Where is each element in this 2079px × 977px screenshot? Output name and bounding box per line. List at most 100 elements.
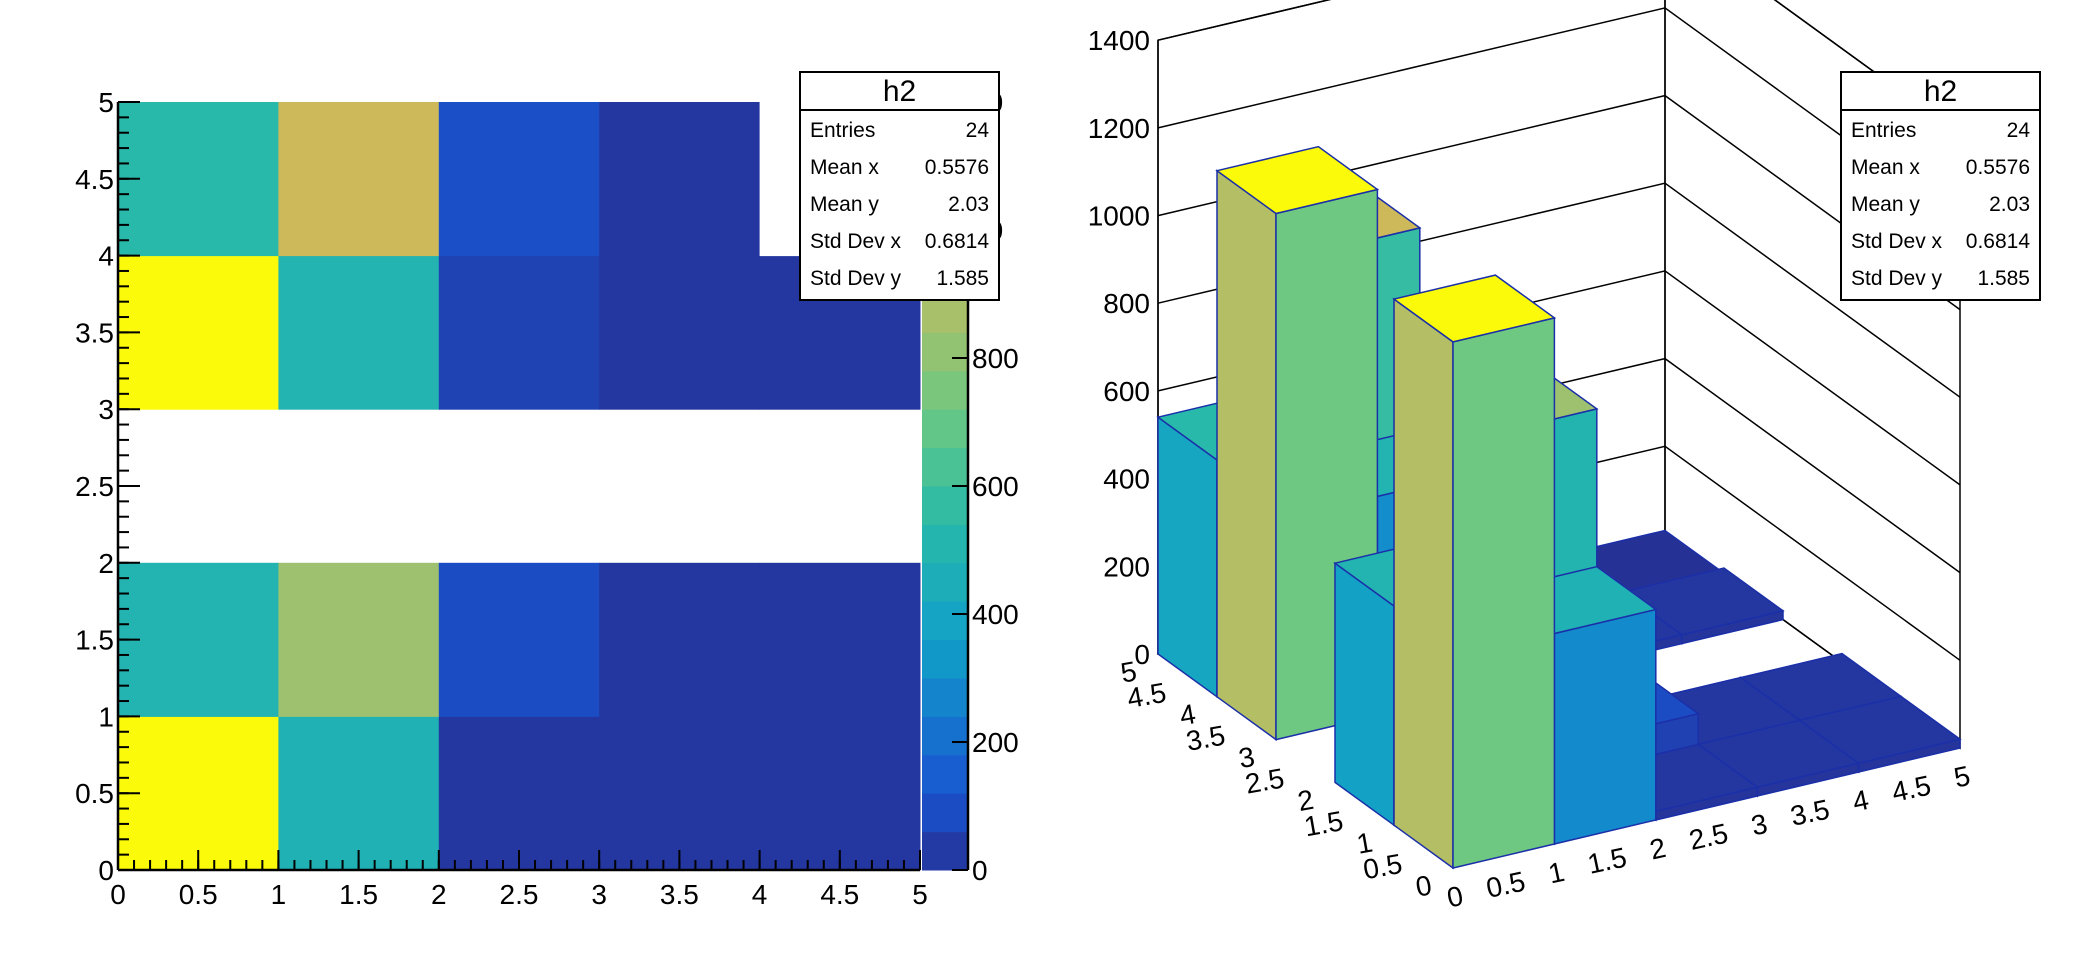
palette-band	[922, 370, 968, 410]
x-tick-label: 1	[271, 879, 287, 910]
bar-side-face	[1157, 415, 1218, 699]
palette-band	[922, 486, 968, 525]
stats-row-value: 0.5576	[1966, 156, 2030, 179]
z-tick-label: 600	[1103, 376, 1150, 407]
stats-row-label: Mean y	[1851, 193, 1920, 216]
x3d-tick-label: 1.5	[1585, 841, 1630, 879]
y-tick-label: 3	[98, 394, 114, 425]
bar-side-face	[1216, 169, 1277, 742]
x-tick-label: 5	[912, 879, 928, 910]
palette-band	[922, 754, 968, 794]
stats-row-value: 2.03	[948, 193, 989, 216]
y3d-tick-label: 1	[1354, 827, 1375, 860]
x3d-tick-label: 2.5	[1686, 817, 1731, 855]
palette-band	[922, 409, 968, 449]
bar-front-face	[1452, 316, 1556, 869]
z-tick-label: 200	[1103, 551, 1150, 582]
palette-band	[922, 332, 968, 372]
heatmap-bin	[118, 255, 279, 410]
y3d-tick-label: 5	[1118, 655, 1139, 688]
y3d-tick-label: 4.5	[1125, 677, 1169, 714]
z-tick-label: 400	[1103, 464, 1150, 495]
y-tick-label: 0	[98, 855, 114, 886]
x-tick-label: 2.5	[500, 879, 539, 910]
stats-row-label: Mean x	[810, 156, 879, 179]
stats-row-label: Mean x	[1851, 156, 1920, 179]
z-tick-label: 1000	[1088, 201, 1150, 232]
heatmap-bin	[438, 562, 600, 717]
stats-row-value: 1.585	[1977, 267, 2030, 290]
palette-tick-label: 200	[972, 727, 1019, 758]
palette-band	[922, 447, 968, 487]
colz-heatmap-panel: 0 0.5 1 1.5 2 2.5 3 3.5 4 4.5 5 0 0.5 1 1.5 2 2.5 3 3.5 4 4.…	[75, 87, 1019, 910]
x3d-tick-label: 3.5	[1788, 793, 1833, 831]
stats-row-value: 0.5576	[925, 156, 989, 179]
bar-top-face	[1215, 145, 1380, 215]
palette-band	[922, 793, 968, 833]
stats-row-label: Mean y	[810, 193, 879, 216]
heatmap-bin	[759, 716, 921, 871]
x-tick-label: 2	[431, 879, 447, 910]
x-tick-label: 0.5	[179, 879, 218, 910]
x3d-tick-label: 0	[1444, 880, 1466, 914]
y-tick-label: 3.5	[75, 317, 114, 348]
stats-row-label: Std Dev y	[810, 267, 902, 290]
palette-tick-label: 0	[972, 855, 988, 886]
x3d-tick-label: 5	[1951, 760, 1973, 794]
y3d-tick-label: 3	[1236, 741, 1257, 774]
heatmap-bin	[278, 102, 440, 257]
x3d-tick-label: 4	[1850, 784, 1872, 818]
x3d-tick-label: 4.5	[1889, 769, 1934, 807]
x-tick-label: 4.5	[820, 879, 859, 910]
heatmap-bin	[438, 255, 600, 410]
stats-row-value: 0.6814	[1966, 230, 2031, 253]
heatmap-bin	[599, 255, 761, 410]
heatmap-bin	[759, 562, 921, 717]
stats-row-label: Entries	[1851, 119, 1916, 142]
x3d-tick-label: 0.5	[1483, 865, 1528, 903]
heatmap-bin	[118, 716, 279, 871]
x-tick-label: 4	[752, 879, 768, 910]
stats-row-label: Std Dev x	[810, 230, 902, 253]
stats-row-value: 0.6814	[925, 230, 990, 253]
z-tick-label: 1400	[1088, 25, 1150, 56]
palette-band	[922, 716, 968, 756]
bar-top-face	[1392, 274, 1557, 343]
stats-row-label: Std Dev y	[1851, 267, 1943, 290]
x3d-tick-label: 2	[1647, 832, 1669, 866]
y-tick-label: 2.5	[75, 471, 114, 502]
heatmap-bin	[278, 255, 440, 410]
y-tick-label: 1.5	[75, 625, 114, 656]
y-tick-label: 4.5	[75, 164, 114, 195]
y-tick-label: 5	[98, 87, 114, 118]
z-tick-label: 0	[1134, 639, 1150, 670]
palette-band	[922, 562, 968, 602]
stats-row-label: Std Dev x	[1851, 230, 1943, 253]
stats-row-label: Entries	[810, 119, 875, 142]
y-tick-label: 2	[98, 548, 114, 579]
stats-box: h2 Entries 24 Mean x 0.5576 Mean y 2.03 Std Dev…	[799, 71, 1000, 301]
x-tick-label: 1.5	[339, 879, 378, 910]
y-tick-label: 1	[98, 701, 114, 732]
z-tick-label: 1200	[1088, 113, 1150, 144]
palette-tick-label: 600	[972, 471, 1019, 502]
palette-band	[922, 524, 968, 564]
palette-tick-label: 800	[972, 343, 1019, 374]
palette-tick-label: 400	[972, 599, 1019, 630]
y-tick-label: 0.5	[75, 778, 114, 809]
stats-row-value: 24	[2007, 119, 2031, 142]
heatmap-bin	[278, 716, 440, 871]
stats-row-value: 2.03	[1989, 193, 2030, 216]
heatmap-bin	[438, 102, 600, 257]
y3d-tick-label: 0	[1413, 869, 1434, 902]
bar-front-face	[1553, 608, 1657, 845]
stats-box-title: h2	[1924, 75, 1957, 108]
palette-band	[922, 678, 968, 717]
stats-box-title: h2	[883, 75, 916, 108]
bar-side-face	[1334, 561, 1395, 827]
palette-band	[922, 831, 968, 871]
y3d-tick-label: 0.5	[1361, 848, 1405, 885]
palette-band	[922, 601, 968, 641]
x-tick-label: 3	[591, 879, 607, 910]
